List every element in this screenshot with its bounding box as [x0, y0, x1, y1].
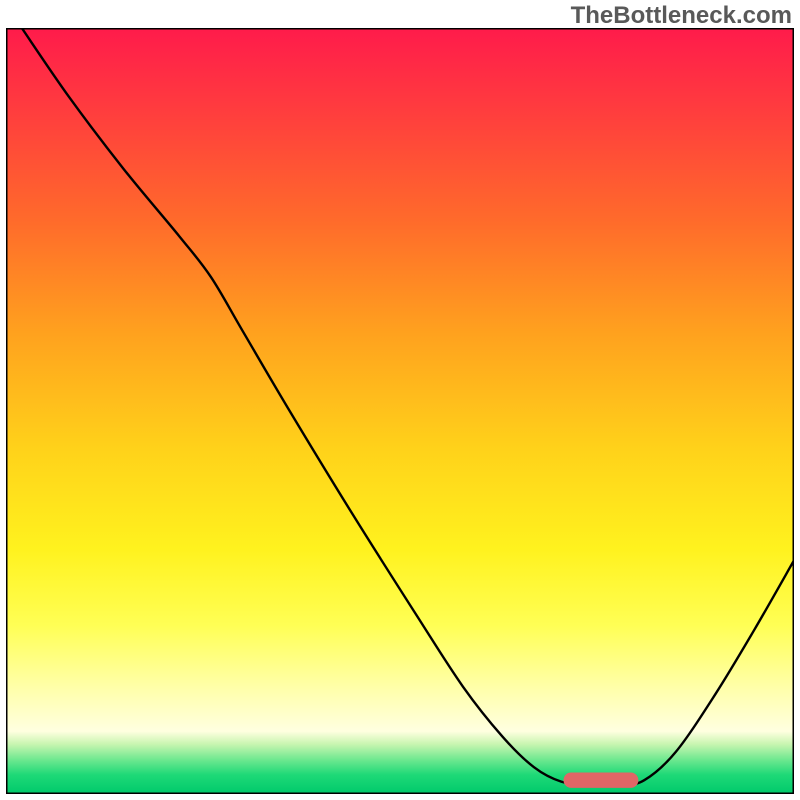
bottleneck-curve-chart: [6, 28, 794, 794]
optimal-range-marker: [564, 773, 639, 788]
chart-frame: TheBottleneck.com: [0, 0, 800, 800]
plot-area: [6, 28, 794, 794]
watermark-text: TheBottleneck.com: [571, 2, 792, 30]
gradient-background: [6, 28, 794, 794]
